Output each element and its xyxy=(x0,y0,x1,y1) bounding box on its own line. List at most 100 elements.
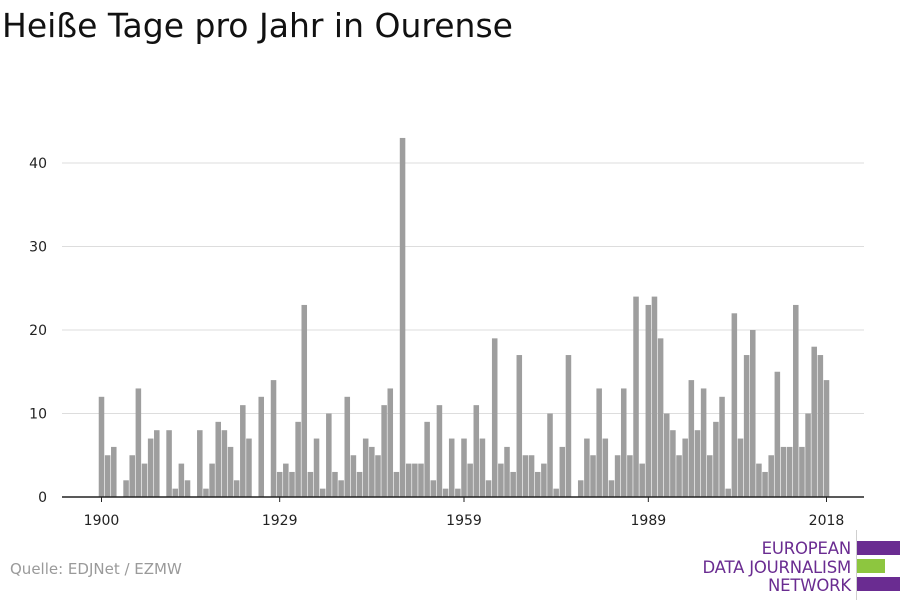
bar-1970 xyxy=(528,455,535,497)
gridlines xyxy=(62,162,864,414)
bar-2015 xyxy=(805,413,811,497)
bar-1934 xyxy=(307,471,314,497)
bar-2005 xyxy=(743,355,750,497)
x-tick-label-2018: 2018 xyxy=(809,513,845,529)
bar-1980 xyxy=(590,455,596,497)
bar-1995 xyxy=(682,438,688,497)
bar-1968 xyxy=(516,355,523,497)
bar-1998 xyxy=(700,388,707,497)
bar-1959 xyxy=(461,438,467,497)
bar-2006 xyxy=(750,330,756,497)
bar-1908 xyxy=(147,438,154,497)
bar-1901 xyxy=(104,455,111,497)
bar-1962 xyxy=(479,438,486,497)
logo-line-2: DATA JOURNALISM xyxy=(702,558,851,577)
x-tick-label-1900: 1900 xyxy=(84,513,120,529)
edjnet-logo: EUROPEAN DATA JOURNALISM NETWORK xyxy=(700,530,900,600)
bar-1926 xyxy=(258,396,265,497)
bar-1900 xyxy=(98,396,105,497)
bar-1949 xyxy=(399,137,406,497)
bar-1920 xyxy=(221,430,228,497)
bar-1985 xyxy=(620,388,627,497)
bar-1993 xyxy=(670,430,676,497)
bar-1984 xyxy=(614,455,621,497)
bar-2017 xyxy=(817,355,824,497)
y-tick-label-40: 40 xyxy=(29,156,47,172)
bar-1917 xyxy=(203,488,209,497)
logo-bar-green xyxy=(857,559,885,573)
bar-1944 xyxy=(369,446,375,497)
bar-1937 xyxy=(326,413,332,497)
bar-2004 xyxy=(737,438,744,497)
bar-1932 xyxy=(295,421,301,497)
bar-1935 xyxy=(313,438,320,497)
bar-1913 xyxy=(178,463,185,497)
bar-1930 xyxy=(283,463,289,497)
bar-2014 xyxy=(799,446,805,497)
bar-1991 xyxy=(657,338,664,497)
source-note: Quelle: EDJNet / EZMW xyxy=(10,560,182,578)
bar-1973 xyxy=(547,413,553,497)
bar-1905 xyxy=(129,455,135,497)
bar-2007 xyxy=(756,463,762,497)
bar-1964 xyxy=(491,338,498,497)
bar-1979 xyxy=(584,438,590,497)
bar-1986 xyxy=(627,455,633,497)
bar-1955 xyxy=(436,405,443,497)
bar-1994 xyxy=(676,455,682,497)
bar-2011 xyxy=(780,446,787,497)
bar-1911 xyxy=(166,430,172,497)
bar-1987 xyxy=(633,296,639,497)
logo-bar-purple-2 xyxy=(857,577,900,591)
bar-2003 xyxy=(731,313,738,497)
y-tick-label-0: 0 xyxy=(38,490,47,506)
bar-1923 xyxy=(240,405,246,497)
bar-1956 xyxy=(442,488,449,497)
bar-1978 xyxy=(577,480,584,497)
bar-1976 xyxy=(565,355,572,497)
bar-1940 xyxy=(344,396,351,497)
bar-1942 xyxy=(356,471,363,497)
bar-1981 xyxy=(596,388,602,497)
bar-1952 xyxy=(418,463,424,497)
bar-1929 xyxy=(276,471,283,497)
bar-1951 xyxy=(412,463,418,497)
bar-1983 xyxy=(608,480,615,497)
bar-1965 xyxy=(498,463,504,497)
bar-1982 xyxy=(602,438,609,497)
bar-2016 xyxy=(811,346,817,497)
bar-1928 xyxy=(270,380,277,497)
bar-1938 xyxy=(332,471,338,497)
bar-1912 xyxy=(172,488,178,497)
bar-2001 xyxy=(719,396,725,497)
bar-1909 xyxy=(154,430,160,497)
chart-title: Heiße Tage pro Jahr in Ourense xyxy=(2,6,513,45)
bar-1918 xyxy=(209,463,215,497)
bar-1971 xyxy=(534,471,541,497)
bar-1936 xyxy=(319,488,326,497)
bar-1990 xyxy=(651,296,658,497)
bar-2000 xyxy=(713,421,719,497)
bar-1931 xyxy=(289,471,295,497)
bar-1921 xyxy=(227,446,234,497)
bar-1961 xyxy=(473,405,480,497)
bar-1997 xyxy=(694,430,701,497)
bar-1992 xyxy=(663,413,670,497)
x-tick-label-1959: 1959 xyxy=(446,513,482,529)
bar-1948 xyxy=(393,471,400,497)
bar-1989 xyxy=(645,304,652,497)
bar-1906 xyxy=(135,388,142,497)
y-tick-label-10: 10 xyxy=(29,407,47,423)
bar-2002 xyxy=(725,488,731,497)
bar-1914 xyxy=(184,480,191,497)
bar-1963 xyxy=(485,480,492,497)
axes: 0 10 20 30 40 1900 1929 1959 1989 2018 xyxy=(29,156,864,529)
bar-1954 xyxy=(430,480,437,497)
bar-1907 xyxy=(141,463,148,497)
bar-1916 xyxy=(197,430,203,497)
x-tick-label-1989: 1989 xyxy=(631,513,667,529)
bar-1904 xyxy=(123,480,129,497)
bar-1953 xyxy=(424,421,430,497)
bar-1972 xyxy=(541,463,547,497)
bar-1947 xyxy=(387,388,394,497)
